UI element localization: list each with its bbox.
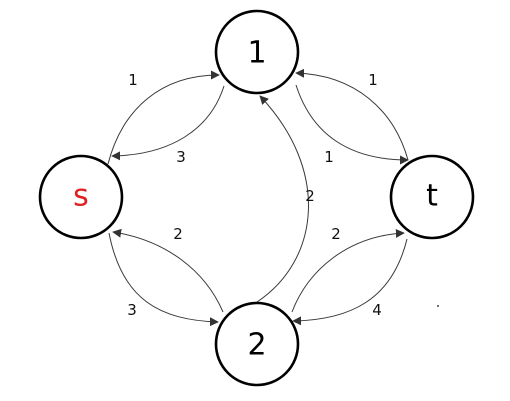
edge-2-to-1 bbox=[256, 95, 309, 303]
node-sink-label: t bbox=[426, 179, 438, 214]
edge-label-s-to-1: 1 bbox=[128, 71, 138, 89]
stray-dot bbox=[437, 305, 439, 307]
node-1-label: 1 bbox=[247, 36, 266, 71]
edge-label-1-to-t: 1 bbox=[324, 148, 334, 166]
edge-label-s-to-2: 3 bbox=[127, 301, 137, 319]
edge-label-2-to-s: 2 bbox=[173, 225, 183, 243]
edge-1-to-t bbox=[295, 84, 409, 165]
edge-2-to-t bbox=[291, 228, 405, 313]
edge-2-to-s bbox=[112, 228, 224, 313]
edge-1-to-s bbox=[111, 85, 225, 161]
edge-t-to-1 bbox=[295, 68, 409, 161]
node-1: 1 bbox=[214, 9, 300, 95]
edge-label-t-to-2: 4 bbox=[372, 301, 382, 319]
node-source: s bbox=[38, 154, 124, 240]
node-2: 2 bbox=[214, 301, 300, 387]
edge-label-2-to-1: 2 bbox=[305, 187, 315, 205]
node-sink: t bbox=[389, 154, 475, 240]
edge-t-to-2 bbox=[292, 238, 408, 326]
edge-label-t-to-1: 1 bbox=[368, 71, 378, 89]
edge-label-2-to-t: 2 bbox=[331, 225, 341, 243]
edge-s-to-1 bbox=[107, 70, 220, 165]
node-2-label: 2 bbox=[247, 328, 266, 363]
edge-s-to-2 bbox=[108, 232, 219, 327]
node-source-label: s bbox=[73, 179, 89, 214]
edge-label-1-to-s: 3 bbox=[176, 148, 186, 166]
